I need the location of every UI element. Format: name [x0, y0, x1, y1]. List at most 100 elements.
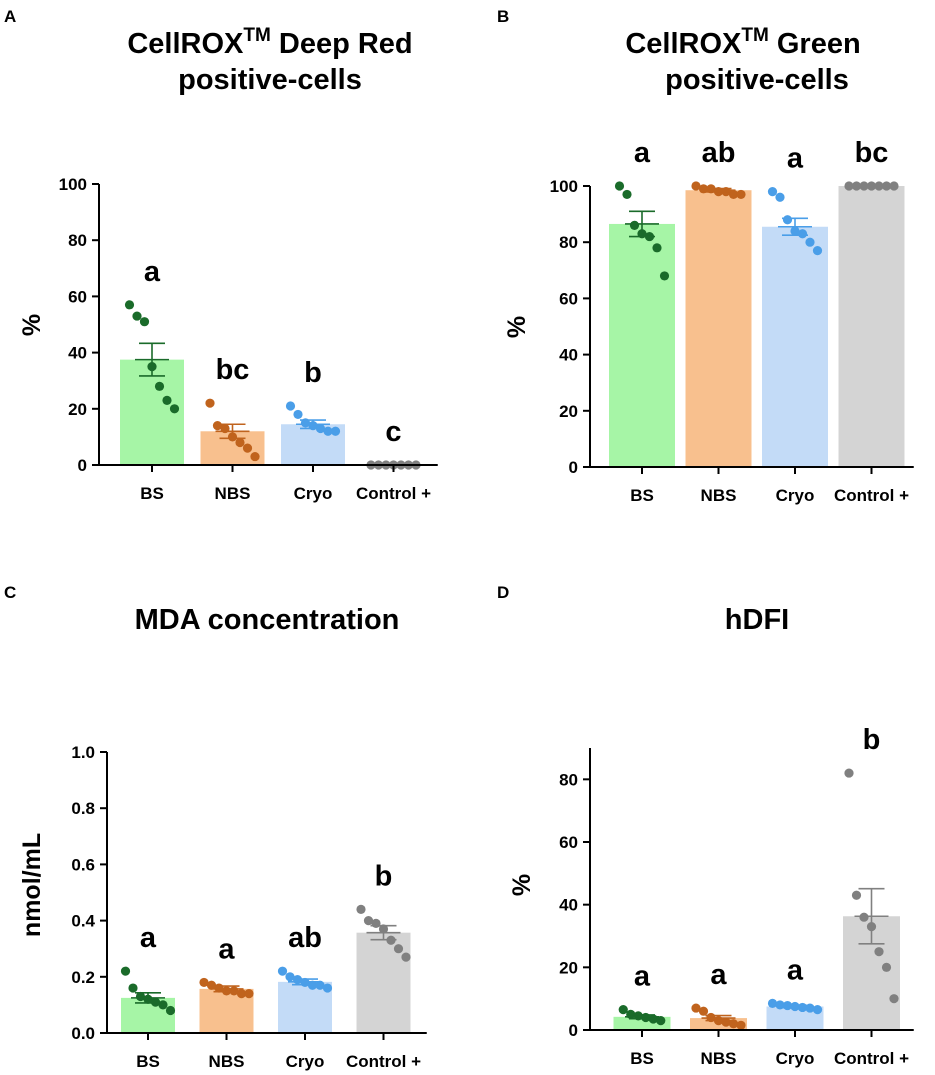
data-point — [393, 944, 404, 954]
data-point — [797, 229, 808, 239]
data-point — [285, 401, 296, 411]
significance-letter: a — [218, 933, 235, 965]
y-tick-label: 60 — [559, 833, 578, 852]
panel-letter-d: D — [497, 583, 509, 602]
y-axis-label: % — [18, 314, 46, 336]
y-tick-label: 40 — [68, 344, 87, 363]
data-point — [169, 404, 180, 414]
data-point — [235, 437, 245, 448]
data-point — [322, 983, 333, 993]
panel-letter-c: C — [4, 583, 16, 602]
y-tick-label: 60 — [559, 289, 578, 308]
y-tick-label: 80 — [68, 231, 87, 250]
x-tick-label: BS — [140, 484, 164, 503]
x-tick-label: Cryo — [294, 484, 333, 503]
x-tick-label: Control + — [834, 1049, 909, 1068]
data-point — [767, 187, 778, 197]
data-point — [244, 989, 254, 999]
y-tick-label: 0 — [78, 456, 87, 475]
bar-cryo — [762, 226, 828, 467]
panel-d: D hDFI 0 20 40 60 80 BS NBS Cryo Control +% a a a b — [497, 583, 914, 1068]
x-tick-label: Cryo — [286, 1052, 325, 1071]
y-tick-label: 0.4 — [71, 912, 95, 931]
data-point — [614, 181, 625, 191]
significance-letter: a — [634, 961, 651, 993]
data-point — [128, 983, 138, 993]
data-point — [881, 962, 892, 972]
x-tick-label: BS — [136, 1052, 160, 1071]
data-point — [150, 997, 161, 1007]
x-tick-label: NBS — [215, 484, 251, 503]
panel-b-title-line1: CellROXTM Green — [625, 25, 860, 60]
x-tick-label: Cryo — [776, 486, 815, 505]
panel-a: A CellROXTM Deep Red positive-cells 0 20 4… — [4, 7, 438, 503]
significance-letter: a — [787, 143, 804, 175]
x-tick-label: NBS — [701, 486, 737, 505]
data-point — [889, 181, 899, 191]
data-point — [767, 998, 778, 1008]
x-tick-label: Control + — [834, 486, 909, 505]
panel-a-title-line1: CellROXTM Deep Red — [127, 25, 412, 60]
data-point — [363, 916, 374, 926]
y-tick-label: 20 — [559, 958, 578, 977]
data-point — [859, 912, 869, 922]
y-tick-label: 40 — [559, 896, 578, 915]
panel-b-title-line2: positive-cells — [665, 64, 849, 96]
data-point — [874, 947, 884, 957]
y-tick-label: 20 — [559, 402, 578, 421]
data-point — [844, 181, 854, 191]
y-tick-label: 0.6 — [71, 855, 95, 874]
data-point — [728, 1019, 739, 1029]
significance-letter: b — [304, 357, 322, 389]
x-tick-label: BS — [630, 486, 654, 505]
data-point — [205, 398, 215, 408]
significance-letter: ab — [288, 922, 322, 954]
data-point — [242, 443, 253, 453]
data-point — [629, 220, 640, 230]
data-point — [135, 991, 146, 1002]
data-point — [330, 426, 341, 436]
panel-letter-a: A — [4, 7, 16, 26]
y-tick-label: 0 — [569, 458, 578, 477]
data-point — [691, 1003, 701, 1013]
y-tick-label: 40 — [559, 346, 578, 365]
y-tick-label: 100 — [59, 175, 87, 194]
data-point — [212, 421, 223, 431]
data-point — [851, 890, 862, 900]
data-point — [315, 980, 325, 990]
panel-d-title: hDFI — [725, 604, 789, 636]
data-point — [250, 451, 260, 462]
significance-letter: a — [710, 959, 727, 991]
bar-nbs — [685, 190, 752, 467]
data-point — [659, 271, 670, 281]
y-tick-label: 20 — [68, 400, 87, 419]
bar-control- — [838, 186, 905, 467]
panel-a-title-line2: positive-cells — [178, 64, 362, 96]
y-axis-label: % — [508, 874, 536, 896]
x-tick-label: NBS — [701, 1049, 737, 1068]
x-tick-label: NBS — [209, 1052, 245, 1071]
data-point — [889, 994, 899, 1004]
bar-cryo — [278, 981, 332, 1033]
significance-letter: bc — [855, 137, 889, 169]
panel-letter-b: B — [497, 7, 509, 26]
data-point — [158, 1000, 168, 1010]
data-point — [618, 1005, 628, 1015]
data-point — [698, 1006, 709, 1016]
bar-bs — [609, 223, 675, 467]
data-point — [199, 977, 209, 988]
data-point — [401, 952, 411, 962]
significance-letter: bc — [216, 354, 250, 386]
data-point — [812, 246, 823, 256]
data-point — [206, 980, 217, 990]
significance-letter: a — [144, 256, 161, 288]
data-point — [844, 768, 854, 778]
x-tick-label: Control + — [346, 1052, 421, 1071]
data-point — [154, 381, 165, 391]
x-tick-label: Cryo — [776, 1049, 815, 1068]
data-point — [775, 192, 785, 202]
data-point — [805, 237, 815, 247]
y-axis-label: nmol/mL — [18, 833, 46, 937]
x-tick-label: BS — [630, 1049, 654, 1068]
